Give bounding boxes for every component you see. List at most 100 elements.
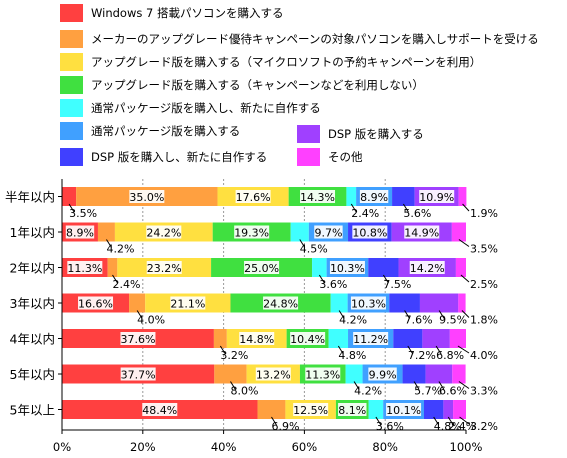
- y-tick-label: 3年以内: [10, 296, 55, 311]
- bar-label: 7.6%: [405, 314, 433, 327]
- bar-label: 3.3%: [470, 385, 498, 398]
- bar-label-leader: [375, 416, 382, 426]
- bar-label: 37.6%: [120, 333, 155, 346]
- bar-label-leader: [457, 345, 470, 354]
- bar-label-bg: [300, 190, 336, 203]
- y-tick-label: 半年以内: [5, 190, 55, 205]
- bar-label-leader: [460, 274, 470, 283]
- legend: Windows 7 搭載パソコンを購入するメーカーのアップグレード優待キャンペー…: [60, 4, 539, 166]
- bar-segment: [455, 258, 466, 277]
- bar-label: 25.0%: [244, 262, 279, 275]
- bar-label-bg: [290, 332, 326, 345]
- legend-swatch: [60, 53, 83, 71]
- bar-label-bg: [314, 225, 343, 239]
- bar-label: 4.2%: [106, 243, 134, 256]
- legend-swatch: [60, 148, 83, 166]
- bar-label: 12.5%: [293, 404, 328, 417]
- bar-label-bg: [368, 367, 397, 381]
- bar-label: 24.8%: [263, 298, 298, 311]
- x-tick-label: 60%: [292, 440, 318, 454]
- bar-label: 7.2%: [408, 349, 436, 362]
- legend-item: その他: [297, 148, 363, 166]
- bar-segment: [452, 364, 466, 384]
- bar-label: 11.3%: [305, 369, 340, 382]
- bar-label: 6.9%: [271, 420, 299, 433]
- bar-label-bg: [146, 225, 182, 239]
- bar-label: 17.6%: [236, 191, 271, 204]
- bar-label-leader: [106, 239, 112, 248]
- bar-label: 6.6%: [439, 385, 467, 398]
- bar-label: 3.6%: [376, 420, 404, 433]
- bar-label: 5.7%: [414, 385, 442, 398]
- bar-segment: [422, 329, 450, 348]
- legend-label: DSP 版を購入し、新たに自作する: [91, 150, 267, 164]
- bar-segment: [458, 187, 467, 206]
- legend-item: DSP 版を購入する: [297, 125, 424, 143]
- bar-label: 8.0%: [230, 385, 258, 398]
- bar-label-leader: [413, 381, 420, 390]
- bar-label: 11.3%: [67, 262, 102, 275]
- legend-swatch: [60, 99, 83, 117]
- bar-label-bg: [65, 225, 95, 239]
- bar-label-leader: [219, 345, 226, 355]
- bar-segment: [458, 293, 466, 313]
- bar-label-bg: [404, 225, 440, 239]
- bar-label-bg: [255, 367, 291, 381]
- bar-label: 1.8%: [470, 314, 498, 327]
- bar-segment: [368, 258, 399, 277]
- bar-label-leader: [404, 310, 411, 319]
- bar-label-leader: [402, 203, 409, 213]
- bar-label-leader: [461, 310, 470, 318]
- bar-segment: [393, 329, 423, 348]
- y-tick-label: 1年以内: [10, 225, 55, 240]
- bar-segment: [449, 329, 466, 348]
- legend-item: アップグレード版を購入する（マイクロソフトの予約キャンペーンを利用）: [60, 53, 481, 71]
- bar-segment: [290, 222, 309, 242]
- bar-label-leader: [458, 381, 470, 389]
- bar-label-bg: [142, 403, 178, 416]
- x-tick-label: 100%: [450, 440, 483, 454]
- bar-label-bg: [239, 332, 275, 345]
- bar-label: 24.2%: [146, 227, 181, 240]
- bar-label: 7.5%: [383, 278, 411, 291]
- bar-label-bg: [350, 296, 386, 310]
- bar-label: 10.8%: [352, 227, 387, 240]
- bar-label-bg: [353, 332, 389, 345]
- bar-label-leader: [353, 381, 360, 390]
- bar-label-leader: [407, 345, 414, 355]
- bar-label-leader: [318, 274, 325, 284]
- bar-label: 14.3%: [300, 191, 335, 204]
- legend-swatch: [60, 122, 83, 140]
- x-tick-label: 0%: [53, 440, 71, 454]
- bar-segment: [423, 400, 444, 419]
- legend-item: DSP 版を購入し、新たに自作する: [60, 148, 267, 166]
- x-axis: 0% 20% 40% 60% 80% 100%: [53, 429, 483, 454]
- bar-label-bg: [329, 261, 365, 274]
- legend-item: アップグレード版を購入する（キャンペーンなどを利用しない）: [60, 76, 424, 94]
- bar-label: 4.5%: [300, 243, 328, 256]
- bar-label-leader: [338, 310, 345, 319]
- bar-label-bg: [305, 367, 341, 381]
- bar-label: 10.3%: [351, 298, 386, 311]
- bar-segment: [389, 293, 420, 313]
- bar-label-leader: [112, 274, 118, 284]
- bar-label-leader: [459, 416, 470, 425]
- bar-segment: [368, 400, 384, 419]
- bar-segment: [346, 187, 357, 206]
- bar-label-bg: [120, 367, 156, 381]
- bar-label-bg: [419, 190, 455, 203]
- bar-segment: [328, 329, 349, 348]
- bar-label-bg: [78, 296, 114, 310]
- bar-label: 2.4%: [113, 278, 141, 291]
- bar-label: 4.8%: [338, 349, 366, 362]
- bar-segment: [257, 400, 286, 419]
- bar-label: 10.4%: [290, 333, 325, 346]
- legend-item: 通常パッケージ版を購入し、新たに自作する: [60, 99, 321, 117]
- legend-item: Windows 7 搭載パソコンを購入する: [60, 4, 283, 22]
- bar-segment: [330, 293, 348, 313]
- bar-label: 9.7%: [314, 227, 342, 240]
- legend-label: 通常パッケージ版を購入する: [91, 124, 240, 138]
- bar-label: 14.9%: [404, 227, 439, 240]
- legend-label: その他: [328, 150, 363, 164]
